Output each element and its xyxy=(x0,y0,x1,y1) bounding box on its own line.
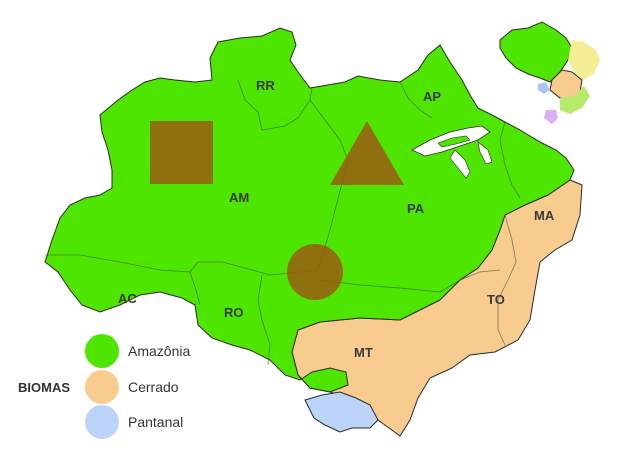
state-label-pa: PA xyxy=(407,201,425,216)
legend-swatch-pantanal xyxy=(85,405,119,439)
legend-title: BIOMAS xyxy=(18,380,70,395)
river-island xyxy=(437,135,471,148)
state-label-ac: AC xyxy=(118,291,137,306)
state-label-ma: MA xyxy=(534,208,555,223)
locator-map xyxy=(499,21,600,124)
legend-label-cerrado: Cerrado xyxy=(128,379,179,395)
state-label-ro: RO xyxy=(224,305,244,320)
legend-swatch-cerrado xyxy=(85,370,119,404)
state-borders xyxy=(45,79,521,366)
state-label-ap: AP xyxy=(423,89,441,104)
legend: BIOMAS Amazônia Cerrado Pantanal xyxy=(18,334,190,439)
amazonia-region xyxy=(44,27,575,393)
locator-lightgreen xyxy=(560,86,590,114)
legend-label-pantanal: Pantanal xyxy=(128,414,183,430)
triangle-marker xyxy=(330,121,404,185)
state-label-rr: RR xyxy=(256,78,275,93)
locator-brazil-green xyxy=(499,21,573,83)
locator-south xyxy=(544,110,558,124)
square-marker xyxy=(150,121,213,184)
state-label-am: AM xyxy=(229,190,249,205)
pantanal-region xyxy=(304,391,379,433)
legend-swatch-amazonia xyxy=(85,334,119,368)
state-label-mt: MT xyxy=(354,345,373,360)
locator-pantanal xyxy=(538,82,550,94)
state-label-to: TO xyxy=(487,292,505,307)
river-channel xyxy=(477,141,493,165)
circle-marker xyxy=(287,244,343,300)
river-channel xyxy=(449,149,471,179)
locator-northeast xyxy=(568,40,600,80)
legend-label-amazonia: Amazônia xyxy=(128,343,190,359)
